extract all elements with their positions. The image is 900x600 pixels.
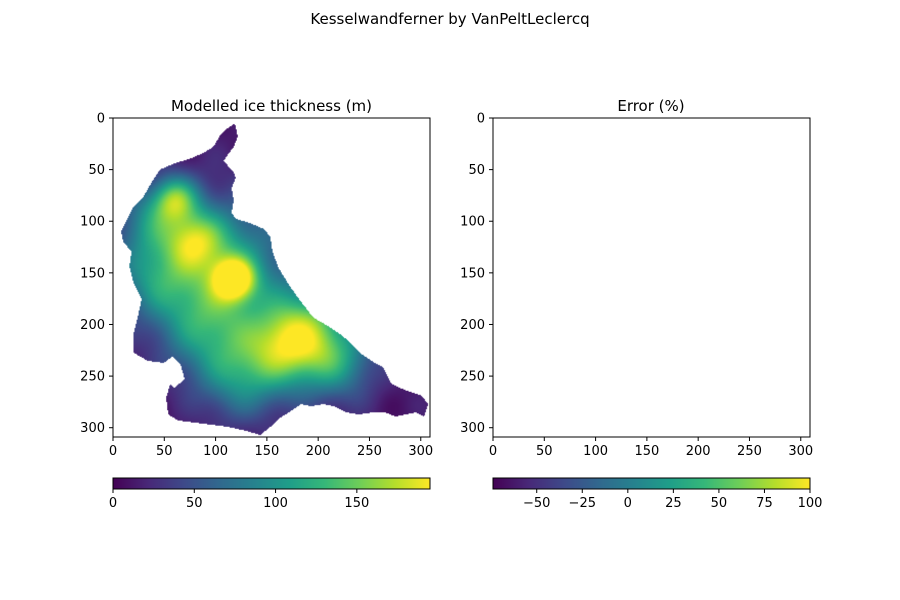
- x-tick-label: 50: [536, 444, 553, 459]
- colorbar-tick-label: 50: [186, 496, 203, 511]
- x-tick-label: 200: [306, 444, 331, 459]
- colorbar-tick-label: 0: [109, 496, 117, 511]
- x-tick-label: 100: [203, 444, 228, 459]
- colorbar-tick-label: 25: [665, 496, 682, 511]
- y-tick-label: 250: [80, 370, 105, 385]
- error-x-ticks: 0 50 100 150 200 250 300: [489, 437, 813, 459]
- thickness-panel-title: Modelled ice thickness (m): [171, 97, 372, 115]
- thickness-x-ticks: 0 50 100 150 200 250 300: [109, 437, 433, 459]
- y-tick-label: 0: [477, 112, 485, 127]
- y-tick-label: 100: [460, 215, 485, 230]
- y-tick-label: 0: [97, 112, 105, 127]
- x-tick-label: 0: [489, 444, 497, 459]
- error-colorbar: −50 −25 0 25 50 75 100: [492, 477, 823, 511]
- thickness-y-ticks: 0 50 100 150 200 250 300: [80, 112, 113, 436]
- error-panel-title: Error (%): [617, 97, 684, 115]
- x-tick-label: 200: [686, 444, 711, 459]
- y-tick-label: 300: [460, 421, 485, 436]
- figure-suptitle: Kesselwandferner by VanPeltLeclercq: [310, 10, 589, 28]
- colorbar-tick-label: 50: [711, 496, 728, 511]
- x-tick-label: 50: [156, 444, 173, 459]
- thickness-map: [113, 118, 430, 437]
- colorbar-tick-label: −50: [523, 496, 550, 511]
- error-y-ticks: 0 50 100 150 200 250 300: [460, 112, 493, 436]
- error-panel: Error (%) 0 50 100 150 200 250 300 05010015020…: [460, 97, 822, 511]
- y-tick-label: 50: [468, 163, 485, 178]
- x-tick-label: 150: [254, 444, 279, 459]
- colorbar-tick-label: 0: [624, 496, 632, 511]
- y-tick-label: 150: [460, 266, 485, 281]
- x-tick-label: 0: [109, 444, 117, 459]
- y-tick-label: 200: [80, 318, 105, 333]
- x-tick-label: 250: [357, 444, 382, 459]
- error-axes-frame: [492, 117, 811, 438]
- thickness-raster: [113, 118, 430, 437]
- x-tick-label: 100: [583, 444, 608, 459]
- y-tick-label: 250: [460, 370, 485, 385]
- x-tick-label: 150: [634, 444, 659, 459]
- y-tick-label: 150: [80, 266, 105, 281]
- colorbar-gradient: [112, 477, 431, 490]
- colorbar-tick-label: −25: [569, 496, 596, 511]
- x-tick-label: 300: [788, 444, 813, 459]
- thickness-axes-frame: [112, 117, 431, 438]
- y-tick-label: 200: [460, 318, 485, 333]
- y-tick-label: 300: [80, 421, 105, 436]
- colorbar-tick-label: 100: [798, 496, 823, 511]
- y-tick-label: 50: [88, 163, 105, 178]
- y-tick-label: 100: [80, 215, 105, 230]
- colorbar-tick-label: 100: [263, 496, 288, 511]
- colorbar-tick-label: 75: [756, 496, 773, 511]
- colorbar-gradient: [492, 477, 811, 490]
- thickness-panel: Modelled ice thickness (m) 0 50 100 150 200 2…: [80, 97, 433, 511]
- x-tick-label: 300: [408, 444, 433, 459]
- colorbar-tick-label: 150: [344, 496, 369, 511]
- thickness-colorbar: 0 50 100 150: [109, 477, 431, 511]
- x-tick-label: 250: [737, 444, 762, 459]
